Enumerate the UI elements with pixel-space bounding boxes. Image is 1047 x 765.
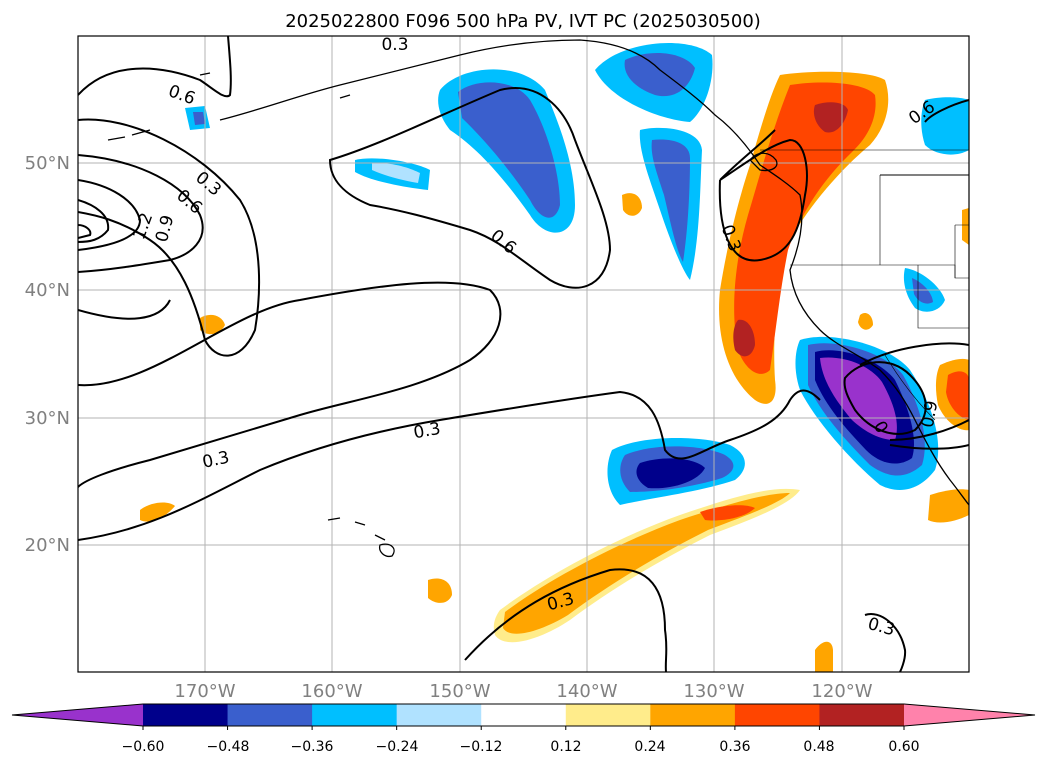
colorbar-tick-label: −0.12 [460, 739, 503, 755]
gridlines [78, 36, 969, 672]
latitude-labels: 50°N 40°N 30°N 20°N [25, 153, 70, 556]
colorbar-tick-label: 0.12 [550, 739, 581, 755]
lon-label-140w: 140°W [556, 681, 617, 702]
negative-pv-streamer [639, 127, 702, 280]
contour-label: 0.3 [412, 419, 442, 443]
colorbar-segment [734, 704, 820, 726]
colorbar: −0.60 −0.48 −0.36 −0.24 −0.12 0.12 0.24 … [11, 703, 1036, 755]
colorbar-segment [227, 704, 313, 726]
positive-ivt-plume-coast [719, 71, 889, 404]
lat-label-50n: 50°N [25, 153, 70, 174]
lon-label-150w: 150°W [429, 681, 490, 702]
colorbar-tick-label: 0.48 [803, 739, 834, 755]
colorbar-tick-label: −0.60 [122, 739, 165, 755]
colorbar-tick-label: −0.36 [291, 739, 334, 755]
contour-label: 0.3 [381, 35, 408, 55]
lon-label-120w: 120°W [811, 681, 872, 702]
colorbar-tick-label: −0.48 [207, 739, 250, 755]
shaded-fields [140, 43, 969, 672]
pv-contours [78, 36, 969, 672]
colorbar-segment [650, 704, 736, 726]
map-frame [77, 35, 970, 673]
colorbar-segment [819, 704, 905, 726]
contour-label: 0.9 [918, 399, 942, 429]
map-panel: 0.3 0.6 0.3 0.6 1.2 0.9 0.6 0.3 0.3 0.3 … [77, 35, 970, 673]
colorbar-segment [143, 704, 229, 726]
map-title: 2025022800 F096 500 hPa PV, IVT PC (2025… [285, 11, 761, 32]
positive-ivt-plume-tropics [140, 97, 969, 672]
longitude-labels: 170°W 160°W 150°W 140°W 130°W 120°W [174, 681, 872, 702]
colorbar-tick-labels: −0.60 −0.48 −0.36 −0.24 −0.12 0.12 0.24 … [122, 739, 920, 755]
colorbar-tick-label: 0.24 [634, 739, 665, 755]
negative-pv-anomaly-subtropics [607, 438, 745, 505]
negative-pv-anomaly-california [795, 268, 945, 490]
colorbar-segments [11, 703, 1036, 730]
colorbar-tick-label: 0.60 [888, 739, 919, 755]
colorbar-tick-label: −0.24 [376, 739, 419, 755]
lon-label-170w: 170°W [174, 681, 235, 702]
colorbar-segment [396, 704, 482, 726]
coastlines [107, 39, 969, 558]
colorbar-segment [312, 704, 398, 726]
lat-label-30n: 30°N [25, 408, 70, 429]
colorbar-segment [481, 704, 567, 726]
lat-label-40n: 40°N [25, 280, 70, 301]
lon-label-160w: 160°W [301, 681, 362, 702]
colorbar-extend-low [12, 704, 143, 726]
lon-label-130w: 130°W [683, 681, 744, 702]
negative-pv-anomaly-north [355, 69, 575, 233]
colorbar-segment [565, 704, 651, 726]
lat-label-20n: 20°N [25, 535, 70, 556]
colorbar-tick-label: 0.36 [719, 739, 750, 755]
negative-pv-anomaly-gulf-alaska [185, 43, 713, 130]
colorbar-extend-high [904, 704, 1035, 726]
